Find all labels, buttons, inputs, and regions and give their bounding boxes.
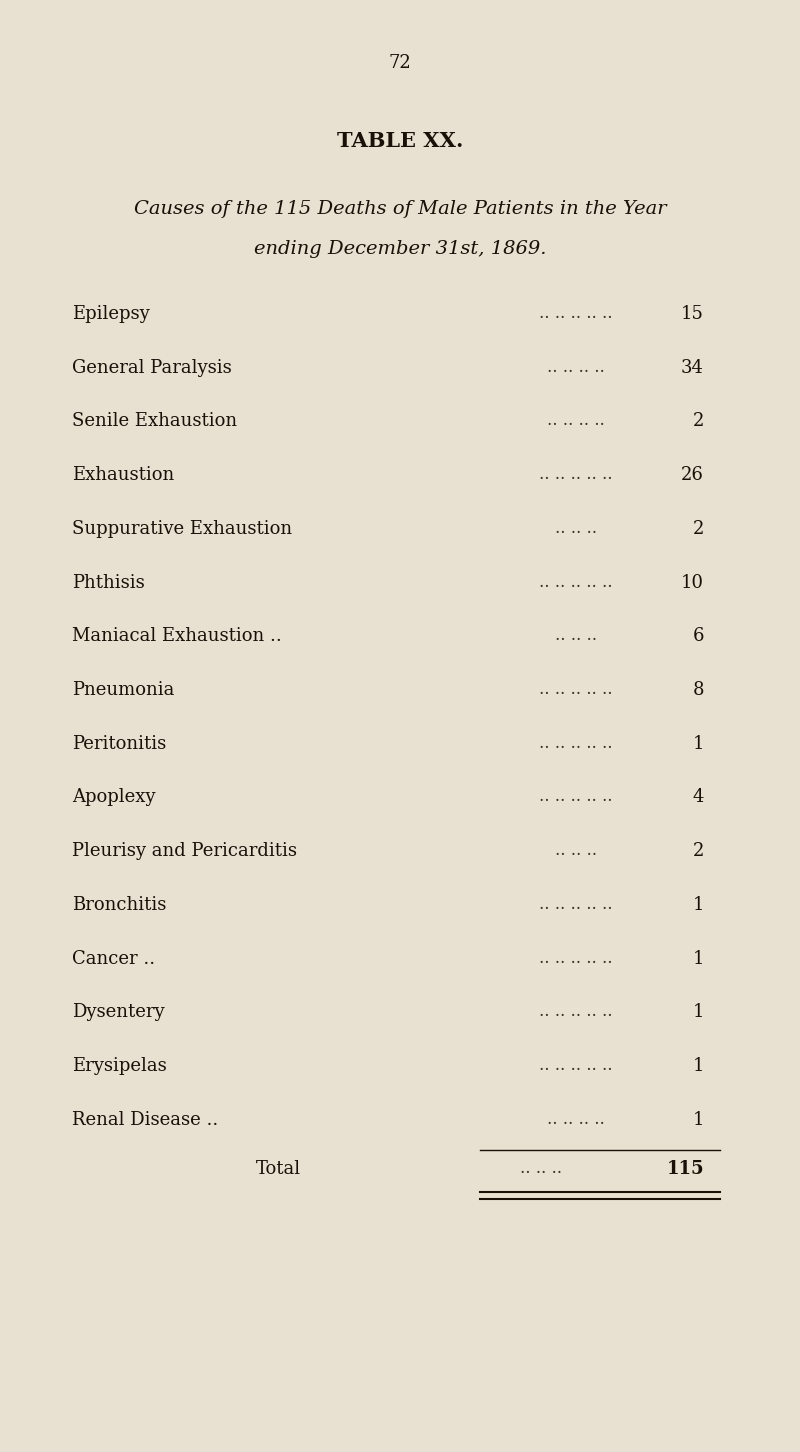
Text: 1: 1 <box>693 1111 704 1128</box>
Text: .. .. .. .. ..: .. .. .. .. .. <box>539 896 613 913</box>
Text: .. .. .. .. ..: .. .. .. .. .. <box>539 574 613 591</box>
Text: .. .. .. .. ..: .. .. .. .. .. <box>539 1003 613 1021</box>
Text: 115: 115 <box>666 1160 704 1178</box>
Text: .. .. .. ..: .. .. .. .. <box>547 359 605 376</box>
Text: 8: 8 <box>693 681 704 698</box>
Text: 1: 1 <box>693 1057 704 1074</box>
Text: .. .. .. .. ..: .. .. .. .. .. <box>539 305 613 322</box>
Text: 2: 2 <box>693 412 704 430</box>
Text: 34: 34 <box>681 359 704 376</box>
Text: 26: 26 <box>681 466 704 484</box>
Text: ending December 31st, 1869.: ending December 31st, 1869. <box>254 240 546 257</box>
Text: Maniacal Exhaustion ..: Maniacal Exhaustion .. <box>72 627 282 645</box>
Text: .. .. .. ..: .. .. .. .. <box>547 1111 605 1128</box>
Text: Bronchitis: Bronchitis <box>72 896 166 913</box>
Text: 2: 2 <box>693 520 704 537</box>
Text: .. .. ..: .. .. .. <box>555 520 597 537</box>
Text: TABLE XX.: TABLE XX. <box>337 131 463 151</box>
Text: Phthisis: Phthisis <box>72 574 145 591</box>
Text: 1: 1 <box>693 735 704 752</box>
Text: .. .. ..: .. .. .. <box>555 627 597 645</box>
Text: 1: 1 <box>693 1003 704 1021</box>
Text: .. .. .. .. ..: .. .. .. .. .. <box>539 466 613 484</box>
Text: 4: 4 <box>693 788 704 806</box>
Text: Exhaustion: Exhaustion <box>72 466 174 484</box>
Text: .. .. .. .. ..: .. .. .. .. .. <box>539 788 613 806</box>
Text: .. .. .. .. ..: .. .. .. .. .. <box>539 681 613 698</box>
Text: 1: 1 <box>693 950 704 967</box>
Text: 2: 2 <box>693 842 704 860</box>
Text: Causes of the 115 Deaths of Male Patients in the Year: Causes of the 115 Deaths of Male Patient… <box>134 200 666 218</box>
Text: Pleurisy and Pericarditis: Pleurisy and Pericarditis <box>72 842 297 860</box>
Text: Peritonitis: Peritonitis <box>72 735 166 752</box>
Text: 6: 6 <box>693 627 704 645</box>
Text: .. .. .. .. ..: .. .. .. .. .. <box>539 950 613 967</box>
Text: Apoplexy: Apoplexy <box>72 788 155 806</box>
Text: .. .. .. ..: .. .. .. .. <box>547 412 605 430</box>
Text: Erysipelas: Erysipelas <box>72 1057 166 1074</box>
Text: Senile Exhaustion: Senile Exhaustion <box>72 412 237 430</box>
Text: 10: 10 <box>681 574 704 591</box>
Text: 72: 72 <box>389 54 411 71</box>
Text: Dysentery: Dysentery <box>72 1003 165 1021</box>
Text: .. .. .. .. ..: .. .. .. .. .. <box>539 735 613 752</box>
Text: Pneumonia: Pneumonia <box>72 681 174 698</box>
Text: Epilepsy: Epilepsy <box>72 305 150 322</box>
Text: Cancer ..: Cancer .. <box>72 950 155 967</box>
Text: 1: 1 <box>693 896 704 913</box>
Text: Renal Disease ..: Renal Disease .. <box>72 1111 218 1128</box>
Text: Suppurative Exhaustion: Suppurative Exhaustion <box>72 520 292 537</box>
Text: General Paralysis: General Paralysis <box>72 359 232 376</box>
Text: .. .. .. .. ..: .. .. .. .. .. <box>539 1057 613 1074</box>
Text: 15: 15 <box>681 305 704 322</box>
Text: .. .. ..: .. .. .. <box>520 1160 562 1178</box>
Text: .. .. ..: .. .. .. <box>555 842 597 860</box>
Text: Total: Total <box>256 1160 301 1178</box>
